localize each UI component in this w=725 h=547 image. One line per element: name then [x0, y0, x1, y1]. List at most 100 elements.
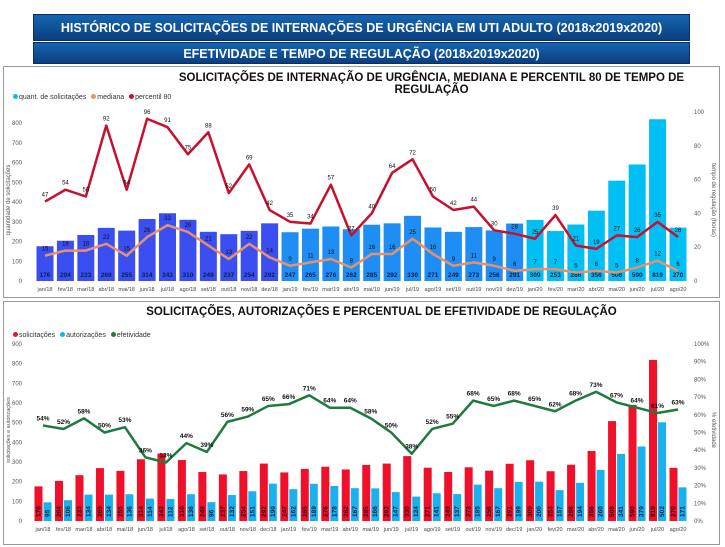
x-tick-label: abr/19 [343, 287, 359, 293]
legend-marker-icon [13, 94, 18, 99]
x-tick-label: jun/18 [137, 527, 153, 533]
percentil-80-label: 72 [409, 150, 416, 156]
bar-value-label: 273 [468, 272, 479, 279]
x-tick-label: mar/20 [567, 287, 584, 293]
bar-value-label: 286 [570, 272, 581, 279]
efetividade-label: 62% [549, 401, 562, 408]
y2-tick-label: 90% [694, 360, 707, 366]
y2-tick-label: 20% [694, 484, 707, 490]
bar-autorizacoes [125, 494, 134, 521]
x-tick-label: out/19 [466, 287, 481, 293]
y2-tick-label: 100% [694, 342, 710, 348]
x-tick-label: jun/20 [629, 527, 645, 533]
bar-solicitacoes [281, 232, 299, 281]
bar-autorizacoes [248, 491, 257, 521]
bar-value-label: 233 [76, 506, 83, 517]
bar-value-label: 233 [80, 272, 91, 279]
bar-value-label: 286 [568, 506, 575, 517]
bar-value-label: 341 [618, 506, 625, 517]
efetividade-label: 59% [241, 407, 254, 414]
bar-value-label: 819 [650, 506, 657, 517]
x-tick-label: jun/20 [629, 287, 645, 293]
bar-solicitacoes [587, 210, 605, 281]
mediana-label: 11 [471, 253, 478, 259]
x-tick-label: dez/19 [506, 287, 523, 293]
x-tick-label: jan/18 [37, 287, 53, 293]
x-tick-label: mai/18 [118, 287, 135, 293]
bar-value-label: 265 [305, 272, 316, 279]
bar-value-label: 194 [577, 506, 584, 517]
efetividade-label: 56% [221, 412, 234, 419]
y2-tick-label: 0 [694, 279, 698, 285]
bar-solicitacoes [301, 228, 319, 281]
bar-autorizacoes [617, 453, 626, 521]
bar-solicitacoes [157, 453, 166, 521]
efetividade-label: 52% [57, 419, 70, 426]
bar-solicitacoes [300, 468, 309, 521]
percentil-80-label: 57 [328, 176, 335, 182]
bar-solicitacoes [403, 456, 412, 521]
chart-title: SOLICITAÇÕES DE INTERNAÇÃO DE URGÊNCIA, … [178, 72, 685, 96]
bar-value-label: 253 [548, 506, 555, 517]
bar-value-label: 262 [343, 506, 350, 517]
percentil-80-label: 28 [511, 225, 518, 231]
x-tick-label: fev/19 [302, 527, 317, 533]
bar-solicitacoes [404, 215, 422, 281]
mediana-label: 18 [62, 242, 69, 248]
bar-solicitacoes [95, 468, 104, 521]
mediana-label: 29 [185, 223, 192, 229]
x-tick-label: ago/18 [178, 527, 195, 533]
percentil-80-label: 25 [532, 230, 539, 236]
percentil-80-label: 64 [389, 164, 396, 170]
x-tick-label: abr/20 [589, 287, 605, 293]
mediana-label: 6 [513, 262, 517, 268]
efetividade-label: 68% [569, 391, 582, 398]
legend-marker-icon [91, 94, 97, 99]
x-tick-label: mar/18 [75, 527, 92, 533]
x-tick-label: fev/20 [548, 287, 563, 293]
bar-value-label: 309 [527, 506, 534, 517]
bar-value-label: 141 [434, 506, 441, 517]
bar-value-label: 204 [60, 272, 71, 279]
bar-solicitacoes [505, 463, 514, 521]
bar-autorizacoes [104, 494, 113, 521]
bar-solicitacoes [159, 213, 177, 281]
bar-value-label: 167 [352, 506, 359, 517]
mediana-label: 9 [288, 257, 292, 263]
bar-solicitacoes [628, 164, 646, 281]
bar-value-label: 167 [495, 506, 502, 517]
efetividade-label: 63% [671, 399, 684, 406]
dashboard-title: HISTÓRICO DE SOLICITAÇÕES DE INTERNAÇÕES… [33, 14, 690, 41]
chart-title: SOLICITAÇÕES, AUTORIZAÇÕES E PERCENTUAL … [146, 306, 617, 318]
bar-solicitacoes [383, 223, 401, 281]
bar-solicitacoes [444, 472, 453, 521]
x-tick-label: out/19 [466, 527, 481, 533]
mediana-label: 11 [307, 253, 314, 259]
x-tick-label: jul/18 [160, 287, 174, 293]
efetividade-label: 50% [98, 423, 111, 430]
x-tick-label: ago/20 [670, 287, 687, 293]
y2-tick-label: 80 [694, 144, 701, 150]
mediana-label: 12 [654, 252, 661, 258]
x-tick-label: dec/19 [506, 527, 523, 533]
mediana-label: 14 [266, 248, 273, 254]
mediana-label: 22 [103, 235, 110, 241]
bar-value-label: 190 [270, 506, 277, 517]
x-tick-label: mar/18 [77, 287, 94, 293]
percentil-80-label: 54 [62, 181, 69, 187]
x-tick-label: jul/20 [650, 287, 664, 293]
bar-value-label: 132 [229, 506, 236, 517]
bar-solicitacoes [77, 234, 95, 281]
x-tick-label: nov/19 [485, 527, 502, 533]
legend-item: efetividade [116, 332, 151, 339]
bar-autorizacoes [555, 490, 564, 521]
bar-solicitacoes [608, 421, 617, 521]
legend: solicitações autorizações efetividade [10, 332, 151, 339]
bar-autorizacoes [43, 502, 52, 521]
bar-value-label: 285 [363, 506, 370, 517]
bar-solicitacoes [116, 470, 125, 521]
x-tick-label: jul/19 [405, 287, 419, 293]
bar-solicitacoes [342, 229, 360, 281]
x-tick-label: abr/18 [97, 527, 113, 533]
